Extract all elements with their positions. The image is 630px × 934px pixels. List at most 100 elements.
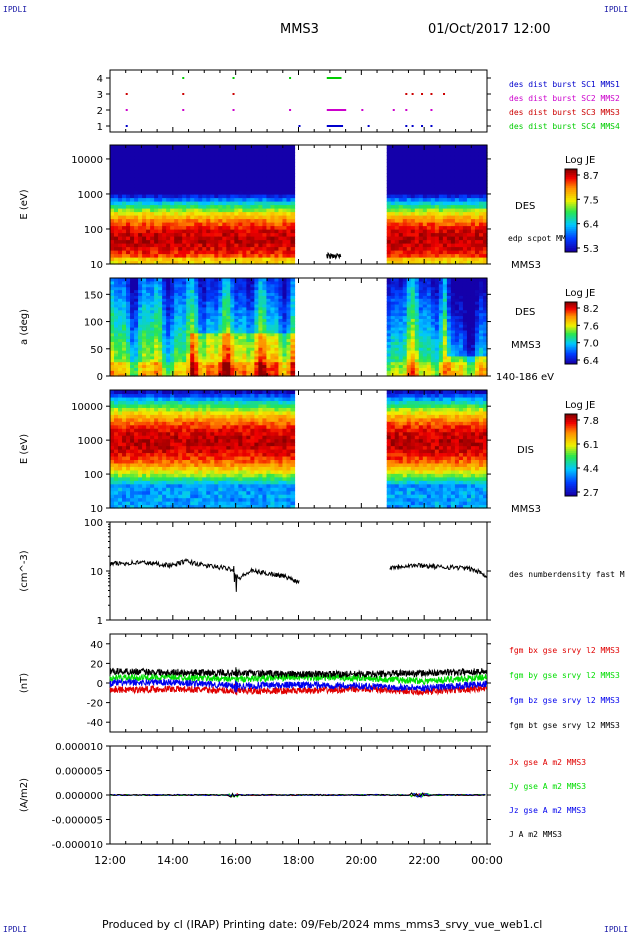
spectrogram-cell bbox=[174, 257, 179, 262]
spectrogram-cell bbox=[406, 236, 412, 241]
spectrogram-cell bbox=[398, 257, 404, 262]
spectrogram-cell bbox=[186, 364, 191, 368]
spectrogram-cell bbox=[290, 201, 296, 206]
spectrogram-cell bbox=[130, 232, 135, 237]
date-title: 01/Oct/2017 12:00 bbox=[428, 22, 551, 37]
spectrogram-cell bbox=[390, 229, 396, 234]
spectrogram-cell bbox=[122, 278, 127, 282]
spectrogram-cell bbox=[390, 162, 396, 167]
spectrogram-cell bbox=[126, 318, 131, 322]
spectrogram-cell bbox=[474, 301, 480, 305]
spectrogram-cell bbox=[138, 180, 143, 185]
spectrogram-cell bbox=[170, 201, 175, 206]
spectrogram-cell bbox=[390, 222, 396, 227]
spectrogram-cell bbox=[262, 347, 268, 351]
spectrogram-cell bbox=[254, 169, 259, 174]
spectrogram-cell bbox=[186, 187, 191, 192]
spectrogram-cell bbox=[246, 201, 251, 206]
spectrogram-cell bbox=[134, 253, 139, 258]
spectrogram-cell bbox=[158, 318, 163, 322]
spectrogram-cell bbox=[210, 201, 215, 206]
spectrogram-cell bbox=[426, 253, 432, 258]
spectrogram-cell bbox=[462, 278, 468, 282]
spectrogram-cell bbox=[454, 225, 460, 230]
spectrogram-cell bbox=[434, 173, 440, 178]
spectrogram-cell bbox=[230, 173, 235, 178]
spectrogram-cell bbox=[466, 201, 472, 206]
spectrogram-cell bbox=[170, 309, 175, 314]
spectrogram-cell bbox=[258, 176, 264, 181]
spectrogram-cell bbox=[258, 295, 264, 299]
spectrogram-cell bbox=[390, 309, 396, 314]
spectrogram-cell bbox=[286, 176, 292, 181]
spectrogram-cell bbox=[138, 303, 143, 308]
spectrogram-cell bbox=[278, 201, 284, 206]
spectrogram-cell bbox=[282, 364, 288, 368]
spectrogram-cell bbox=[254, 318, 259, 322]
spectrogram-cell bbox=[246, 180, 251, 185]
burst-flag bbox=[421, 125, 424, 127]
spectrogram-cell bbox=[462, 315, 468, 319]
spectrogram-cell bbox=[278, 347, 284, 351]
spectrogram-cell bbox=[446, 355, 452, 360]
spectrogram-cell bbox=[226, 166, 231, 171]
spectrogram-cell bbox=[138, 190, 143, 195]
spectrogram-cell bbox=[446, 208, 452, 213]
spectrogram-cell bbox=[434, 373, 440, 377]
spectrogram-cell bbox=[410, 246, 416, 251]
spectrogram-cell bbox=[146, 344, 151, 348]
spectrogram-cell bbox=[406, 187, 412, 192]
spectrogram-cell bbox=[146, 194, 151, 199]
spectrogram-cell bbox=[142, 324, 147, 328]
spectrogram-cell bbox=[198, 169, 203, 174]
spectrogram-cell bbox=[254, 352, 259, 357]
spectrogram-cell bbox=[254, 159, 259, 164]
spectrogram-cell bbox=[114, 201, 119, 206]
spectrogram-cell bbox=[450, 373, 456, 377]
spectrogram-cell bbox=[462, 286, 468, 291]
spectrogram-cell bbox=[174, 166, 179, 171]
spectrogram-cell bbox=[110, 159, 115, 164]
spectrogram-cell bbox=[458, 280, 464, 285]
spectrogram-cell bbox=[150, 361, 155, 366]
spectrogram-cell bbox=[462, 211, 468, 216]
spectrogram-cell bbox=[130, 208, 135, 213]
spectrogram-cell bbox=[442, 236, 448, 241]
spectrogram-cell bbox=[406, 257, 412, 262]
spectrogram-cell bbox=[270, 162, 276, 167]
spectrogram-cell bbox=[174, 222, 179, 227]
spectrogram-cell bbox=[434, 347, 440, 351]
spectrogram-cell bbox=[406, 173, 412, 178]
spectrogram-cell bbox=[154, 236, 159, 241]
spectrogram-cell bbox=[474, 312, 480, 317]
spectrogram-cell bbox=[262, 201, 268, 206]
spectrogram-cell bbox=[242, 318, 247, 322]
spectrogram-cell bbox=[218, 301, 223, 305]
spectrogram-cell bbox=[266, 253, 272, 258]
spectrogram-cell bbox=[150, 162, 155, 167]
spectrogram-cell bbox=[474, 180, 480, 185]
spectrogram-cell bbox=[426, 155, 432, 160]
spectrogram-cell bbox=[130, 355, 135, 360]
spectrogram-cell bbox=[134, 364, 139, 368]
spectrogram-cell bbox=[126, 215, 131, 220]
spectrogram-cell bbox=[134, 232, 139, 237]
spectrogram-cell bbox=[406, 312, 412, 317]
spectrogram-cell bbox=[286, 301, 292, 305]
spectrogram-cell bbox=[478, 152, 484, 157]
spectrogram-cell bbox=[406, 278, 412, 282]
spectrogram-cell bbox=[390, 321, 396, 325]
spectrogram-cell bbox=[182, 183, 187, 188]
spectrogram-cell bbox=[190, 246, 195, 251]
spectrogram-cell bbox=[262, 211, 268, 216]
spectrogram-cell bbox=[186, 253, 191, 258]
spectrogram-cell bbox=[442, 215, 448, 220]
spectrogram-cell bbox=[194, 239, 199, 244]
spectrogram-cell bbox=[430, 232, 436, 237]
spectrogram-cell bbox=[138, 292, 143, 296]
spectrogram-cell bbox=[142, 338, 147, 343]
spectrogram-cell bbox=[166, 187, 171, 192]
spectrogram-cell bbox=[182, 260, 187, 265]
colorbar-swatch bbox=[565, 249, 577, 253]
spectrogram-cell bbox=[270, 373, 276, 377]
